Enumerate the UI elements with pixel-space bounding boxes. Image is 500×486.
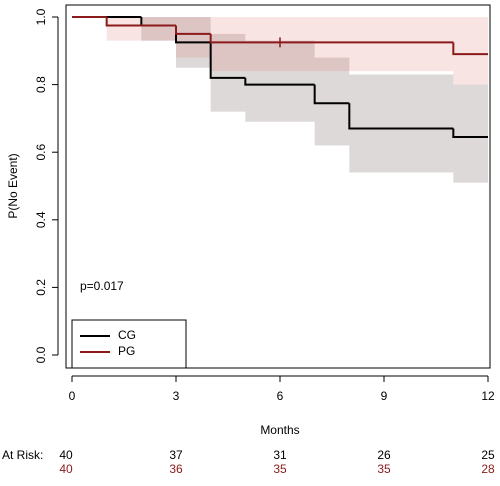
confidence-band <box>245 40 315 122</box>
at-risk-label: At Risk: <box>2 448 43 462</box>
legend-box <box>71 319 187 369</box>
confidence-band <box>176 17 211 58</box>
survival-step <box>175 25 211 35</box>
survival-step <box>209 33 454 44</box>
x-tick-label: 9 <box>381 389 388 403</box>
at-risk-count: 31 <box>273 448 287 462</box>
survival-step <box>313 84 350 105</box>
y-tick-label: 0.4 <box>34 211 48 228</box>
at-risk-count: 28 <box>481 462 495 476</box>
confidence-band <box>106 17 176 41</box>
survival-step <box>348 103 454 130</box>
at-risk-count: 37 <box>169 448 183 462</box>
confidence-band <box>210 33 246 112</box>
y-tick-label: 0.8 <box>34 76 48 93</box>
survival-step <box>244 77 315 86</box>
at-risk-count: 25 <box>481 448 495 462</box>
y-tick-label: 0.2 <box>34 279 48 296</box>
survival-step <box>209 42 246 79</box>
y-tick-label: 0.0 <box>34 346 48 363</box>
legend-label: CG <box>118 328 136 342</box>
at-risk-count: 35 <box>273 462 287 476</box>
confidence-band <box>314 57 350 146</box>
survival-step <box>105 17 176 27</box>
confidence-band <box>210 17 454 72</box>
survival-step <box>452 42 488 56</box>
y-axis-label: P(No Event) <box>6 153 20 218</box>
x-tick-label: 6 <box>277 389 284 403</box>
x-tick-label: 12 <box>481 389 495 403</box>
x-axis-label: Months <box>260 423 299 437</box>
at-risk-count: 40 <box>59 462 73 476</box>
x-tick-label: 3 <box>173 389 180 403</box>
at-risk-count: 40 <box>59 448 73 462</box>
confidence-band <box>141 17 176 41</box>
x-tick-label: 0 <box>69 389 76 403</box>
y-tick-label: 1.0 <box>34 8 48 25</box>
p-value: p=0.017 <box>80 279 124 293</box>
legend-label: PG <box>118 344 135 358</box>
plot-frame <box>65 4 491 369</box>
survival-step <box>452 128 488 138</box>
at-risk-count: 26 <box>377 448 391 462</box>
at-risk-count: 36 <box>169 462 183 476</box>
confidence-band <box>349 74 454 173</box>
at-risk-count: 35 <box>377 462 391 476</box>
y-tick-label: 0.6 <box>34 144 48 161</box>
confidence-band <box>453 84 488 183</box>
confidence-band <box>453 17 488 85</box>
